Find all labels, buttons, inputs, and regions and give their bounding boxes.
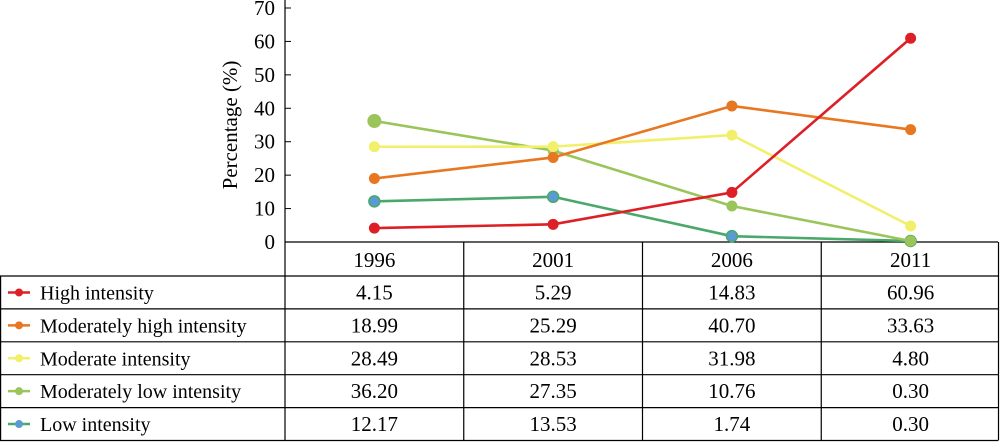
- data-point: [368, 195, 381, 208]
- y-tick-label: 20: [254, 163, 275, 187]
- data-label: 28.53: [530, 346, 577, 370]
- category-label: 2011: [890, 248, 931, 272]
- data-point: [547, 218, 559, 230]
- category-label: 1996: [353, 248, 395, 272]
- data-label: 12.17: [351, 412, 398, 436]
- series-line: [374, 119, 911, 243]
- data-point: [547, 151, 559, 163]
- data-label: 25.29: [530, 313, 577, 337]
- y-tick-label: 30: [254, 130, 275, 154]
- y-tick-label: 40: [254, 96, 275, 120]
- legend-key-marker: [15, 321, 23, 330]
- y-axis-title: Percentage (%): [218, 61, 242, 190]
- series-layer: [367, 32, 917, 248]
- data-label: 31.98: [708, 346, 755, 370]
- data-label: 13.53: [530, 412, 577, 436]
- legend-key-marker: [15, 288, 23, 297]
- data-point: [368, 141, 380, 153]
- series-line: [374, 133, 912, 228]
- data-label: 10.76: [708, 379, 755, 403]
- data-point: [546, 190, 560, 204]
- legend-label: Moderate intensity: [40, 348, 191, 370]
- legend-key-marker: [15, 354, 23, 363]
- y-tick-label: 70: [254, 0, 275, 20]
- y-tick-label: 10: [254, 197, 275, 221]
- category-label: 2001: [532, 248, 574, 272]
- legend-key-marker: [15, 387, 23, 396]
- data-point: [547, 141, 559, 153]
- data-point: [726, 200, 738, 212]
- data-label: 4.80: [892, 346, 929, 370]
- data-label: 36.20: [351, 379, 398, 403]
- legend-label: Moderately high intensity: [40, 315, 247, 337]
- data-point: [368, 222, 380, 234]
- legend-label: Low intensity: [40, 414, 151, 436]
- legend-label: Moderately low intensity: [40, 381, 241, 403]
- data-point: [368, 173, 380, 185]
- data-label: 40.70: [708, 313, 755, 337]
- data-point: [905, 220, 917, 232]
- data-label: 1.74: [714, 412, 751, 436]
- data-point: [725, 229, 739, 243]
- data-label: 33.63: [887, 313, 934, 337]
- y-tick-label: 60: [254, 29, 275, 53]
- data-point: [367, 113, 382, 128]
- data-label: 14.83: [708, 280, 755, 304]
- data-label: 28.49: [351, 346, 398, 370]
- data-point: [726, 129, 738, 141]
- data-table: 1996 2001 2006 2011 High intensity 4.15 5.29 14…: [0, 241, 1000, 442]
- legend-key-marker: [15, 420, 23, 429]
- category-label: 2006: [711, 248, 753, 272]
- data-point: [905, 124, 917, 136]
- data-point: [905, 32, 917, 44]
- y-axis: 0 10 20 30 40 50 60 70 Percentage (%): [218, 0, 291, 254]
- data-point: [726, 186, 738, 198]
- series-line: [374, 37, 912, 230]
- series-line: [374, 195, 911, 243]
- data-label: 60.96: [887, 280, 934, 304]
- data-point: [905, 235, 917, 247]
- legend-label: High intensity: [40, 282, 154, 304]
- series-line: [374, 104, 911, 180]
- y-tick-label: 50: [254, 63, 275, 87]
- data-label: 27.35: [530, 379, 577, 403]
- data-label: 0.30: [892, 379, 929, 403]
- data-label: 5.29: [535, 280, 572, 304]
- data-label: 4.15: [356, 280, 393, 304]
- y-tick-label: 0: [265, 230, 276, 254]
- data-point: [726, 100, 738, 112]
- data-label: 0.30: [892, 412, 929, 436]
- data-label: 18.99: [351, 313, 398, 337]
